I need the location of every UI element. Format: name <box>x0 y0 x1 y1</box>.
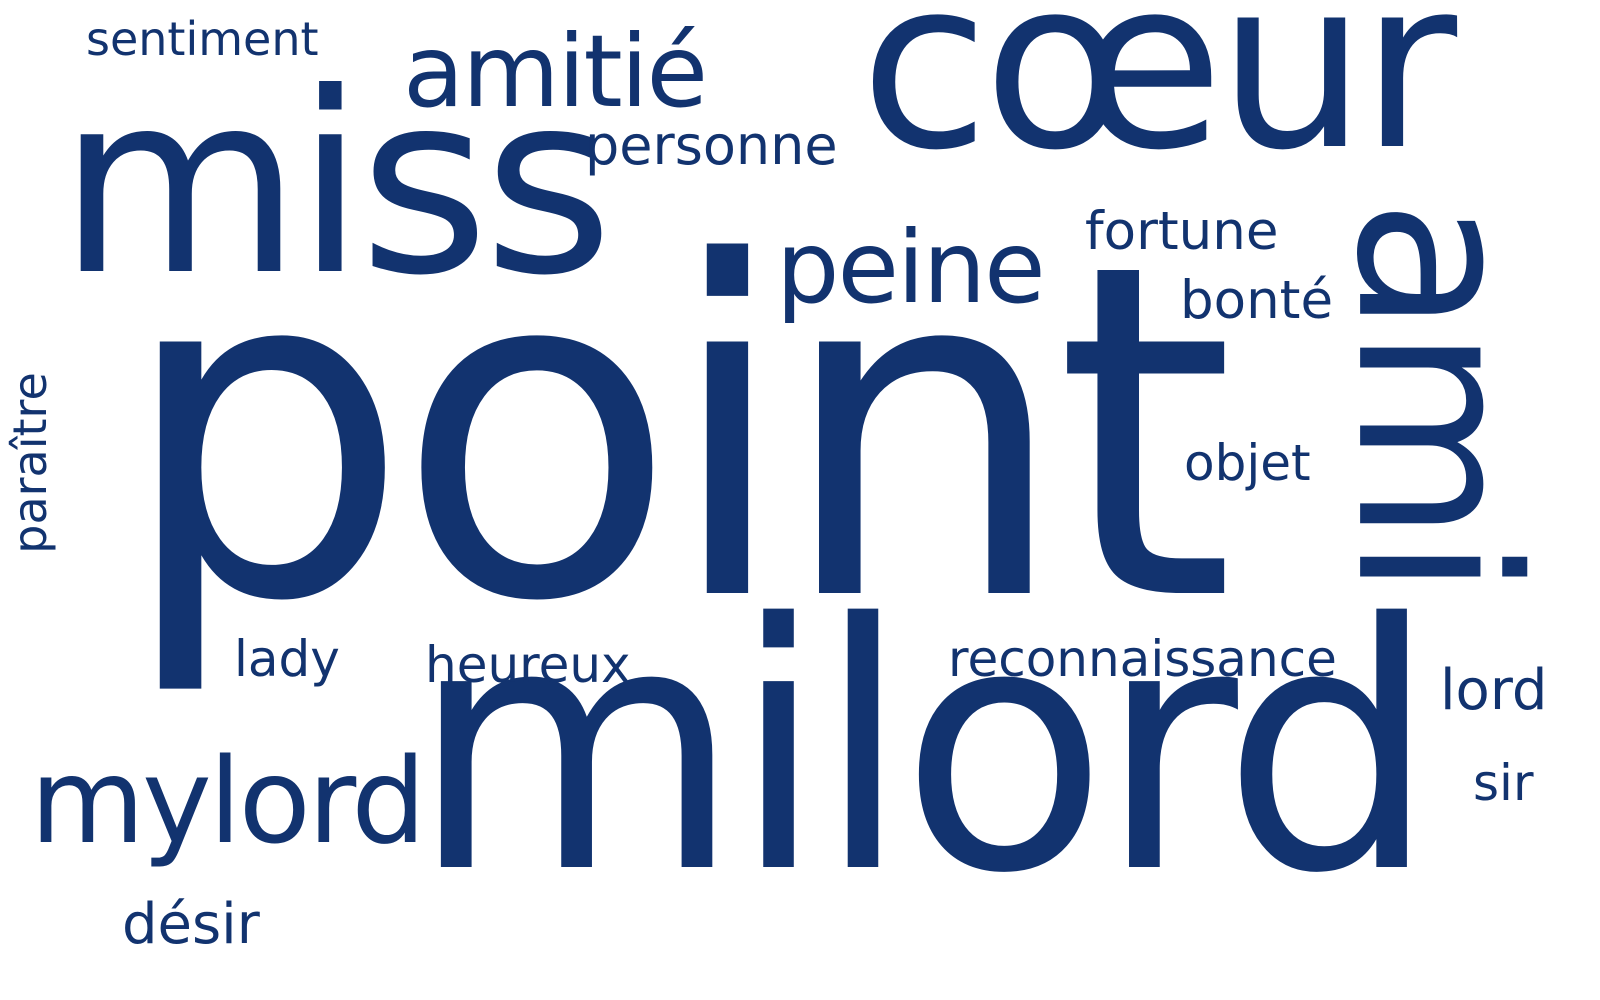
word-lord: lord <box>1440 658 1548 723</box>
word-personne: personne <box>585 114 838 177</box>
word-heureux: heureux <box>425 636 631 694</box>
word-lady: lady <box>234 630 340 688</box>
word-point: point <box>118 167 1235 702</box>
word-desir: désir <box>122 892 260 957</box>
word-ami: ami <box>1308 198 1565 592</box>
word-reconnaissance: reconnaissance <box>948 630 1337 688</box>
word-fortune: fortune <box>1085 201 1279 262</box>
word-mylord: mylord <box>30 732 426 870</box>
word-sir: sir <box>1473 754 1534 812</box>
word-paraitre: paraître <box>2 372 57 554</box>
word-miss: miss <box>58 39 613 330</box>
word-objet: objet <box>1184 434 1311 492</box>
word-bonte: bonté <box>1180 270 1334 331</box>
word-milord: milord <box>410 552 1438 948</box>
word-coeur: cœur <box>860 0 1457 202</box>
word-amitie: amitié <box>403 13 708 130</box>
word-sentiment: sentiment <box>86 12 319 66</box>
word-peine: peine <box>776 209 1046 326</box>
